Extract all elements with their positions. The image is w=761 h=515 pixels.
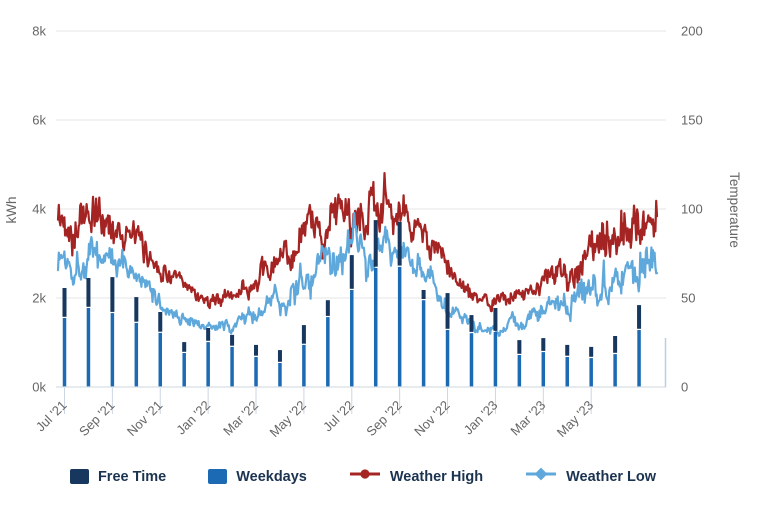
free-time-bar[interactable]: [230, 334, 235, 346]
free-time-bar[interactable]: [62, 288, 67, 317]
weekdays-bar[interactable]: [541, 352, 546, 387]
x-axis-tick-label: Jan '22: [173, 398, 213, 438]
weekdays-bar[interactable]: [278, 363, 282, 387]
x-axis-tick-label: Nov '22: [411, 398, 452, 439]
weather-high-line[interactable]: [56, 172, 659, 313]
weather-low-line[interactable]: [56, 211, 659, 337]
weekdays-bar[interactable]: [62, 318, 67, 387]
weather-high-marker-icon: [349, 466, 381, 487]
right-axis-tick: 0: [681, 380, 688, 395]
x-axis-tick-label: Jan '23: [461, 398, 501, 438]
weekdays-bar[interactable]: [421, 300, 426, 387]
weather-low-marker-icon: [525, 466, 557, 487]
left-axis-tick: 6k: [32, 113, 46, 128]
left-axis-tick: 4k: [32, 202, 46, 217]
weekdays-bar[interactable]: [637, 330, 641, 387]
free-time-bar[interactable]: [493, 308, 498, 331]
right-axis-tick: 200: [681, 24, 703, 39]
weekdays-bar[interactable]: [517, 355, 522, 387]
weekdays-bar[interactable]: [110, 313, 115, 387]
free-time-bar[interactable]: [86, 278, 91, 307]
weekdays-bar[interactable]: [230, 346, 234, 387]
x-axis-tick-label: Nov '21: [124, 398, 165, 439]
weekdays-bar[interactable]: [493, 332, 498, 387]
free-time-bar[interactable]: [254, 344, 259, 356]
left-axis-tick: 0k: [32, 380, 46, 395]
free-time-bar[interactable]: [589, 346, 594, 357]
x-axis-tick-label: Mar '23: [507, 398, 548, 439]
free-time-bar[interactable]: [158, 312, 163, 332]
legend-item-weekdays[interactable]: Weekdays: [208, 469, 307, 485]
right-axis-tick: 150: [681, 113, 703, 128]
left-axis-tick: 2k: [32, 291, 46, 306]
free-time-bar[interactable]: [325, 300, 330, 316]
weekdays-bar[interactable]: [302, 344, 306, 387]
free-time-bar[interactable]: [445, 293, 450, 329]
legend-item-weather-high[interactable]: Weather High: [349, 466, 483, 487]
free-time-bar[interactable]: [301, 325, 306, 344]
right-axis-title: Temperature: [727, 172, 742, 248]
free-time-bar[interactable]: [421, 290, 426, 299]
x-axis-tick-label: Sep '21: [76, 398, 117, 439]
weekdays-bar[interactable]: [326, 317, 330, 387]
legend-label-weekdays: Weekdays: [236, 468, 307, 485]
legend-label-weather-high: Weather High: [389, 468, 484, 485]
legend-item-free-time[interactable]: Free Time: [69, 468, 167, 485]
x-axis-tick-label: Jul '22: [320, 398, 357, 435]
temperature-lines: [56, 172, 659, 337]
free-time-bar[interactable]: [373, 220, 378, 267]
free-time-bar[interactable]: [541, 338, 546, 351]
weekdays-bar[interactable]: [589, 358, 593, 387]
free-time-bar[interactable]: [110, 277, 115, 312]
legend-label-weather-low: Weather Low: [566, 468, 657, 485]
weekdays-bar[interactable]: [350, 290, 354, 387]
free-time-bar[interactable]: [469, 315, 474, 332]
x-axis-tick-label: Mar '22: [220, 398, 261, 439]
legend-item-weather-low[interactable]: Weather Low: [525, 466, 656, 487]
legend-label-free-time: Free Time: [97, 468, 167, 485]
free-time-bar[interactable]: [349, 255, 354, 289]
weekdays-bar[interactable]: [373, 268, 378, 387]
weekdays-bar[interactable]: [254, 357, 258, 387]
free-time-bar[interactable]: [397, 221, 402, 266]
free-time-bar[interactable]: [637, 305, 642, 329]
free-time-bar[interactable]: [206, 328, 211, 341]
left-axis-tick: 8k: [32, 24, 46, 39]
chart-canvas: Jul '21 Sep '21 Nov '21 Jan '22 Mar '22 May '…: [4, 24, 742, 441]
free-time-bar[interactable]: [182, 342, 187, 352]
x-axis-tick-label: May '23: [554, 398, 597, 441]
right-axis-tick: 100: [681, 202, 703, 217]
weekdays-bar[interactable]: [469, 333, 474, 387]
x-axis-tick-label: Jul '21: [33, 398, 70, 435]
x-axis-ticks: Jul '21 Sep '21 Nov '21 Jan '22 Mar '22 May '…: [33, 388, 597, 441]
weekdays-bar[interactable]: [445, 330, 450, 387]
chart-legend: Free Time Weekdays Weather High Weather …: [0, 466, 726, 487]
free-time-bar[interactable]: [134, 297, 139, 322]
weekdays-swatch-icon: [208, 469, 228, 484]
weekdays-bar[interactable]: [397, 266, 402, 387]
weekdays-bar[interactable]: [86, 308, 91, 387]
weekdays-bar[interactable]: [206, 342, 210, 387]
energy-temperature-chart: Jul '21 Sep '21 Nov '21 Jan '22 Mar '22 May '…: [4, 24, 742, 441]
weekdays-bar[interactable]: [182, 353, 186, 387]
free-time-bar[interactable]: [517, 340, 522, 354]
free-time-bar[interactable]: [613, 336, 618, 353]
left-axis-tick-labels: 0k 2k 4k 6k 8k: [32, 24, 46, 395]
energy-bars: [62, 220, 642, 387]
weekdays-bar[interactable]: [565, 357, 569, 387]
left-axis-title: kWh: [4, 197, 19, 224]
x-axis-tick-label: May '22: [267, 398, 310, 441]
free-time-bar[interactable]: [565, 344, 570, 356]
right-axis-tick: 50: [681, 291, 695, 306]
free-time-bar[interactable]: [277, 350, 282, 362]
free-time-swatch-icon: [69, 469, 89, 484]
x-axis-tick-label: Sep '22: [363, 398, 404, 439]
right-axis-tick-labels: 0 50 100 150 200: [681, 24, 703, 395]
weekdays-bar[interactable]: [613, 354, 617, 387]
weekdays-bar[interactable]: [134, 322, 139, 387]
weekdays-bar[interactable]: [158, 332, 163, 387]
